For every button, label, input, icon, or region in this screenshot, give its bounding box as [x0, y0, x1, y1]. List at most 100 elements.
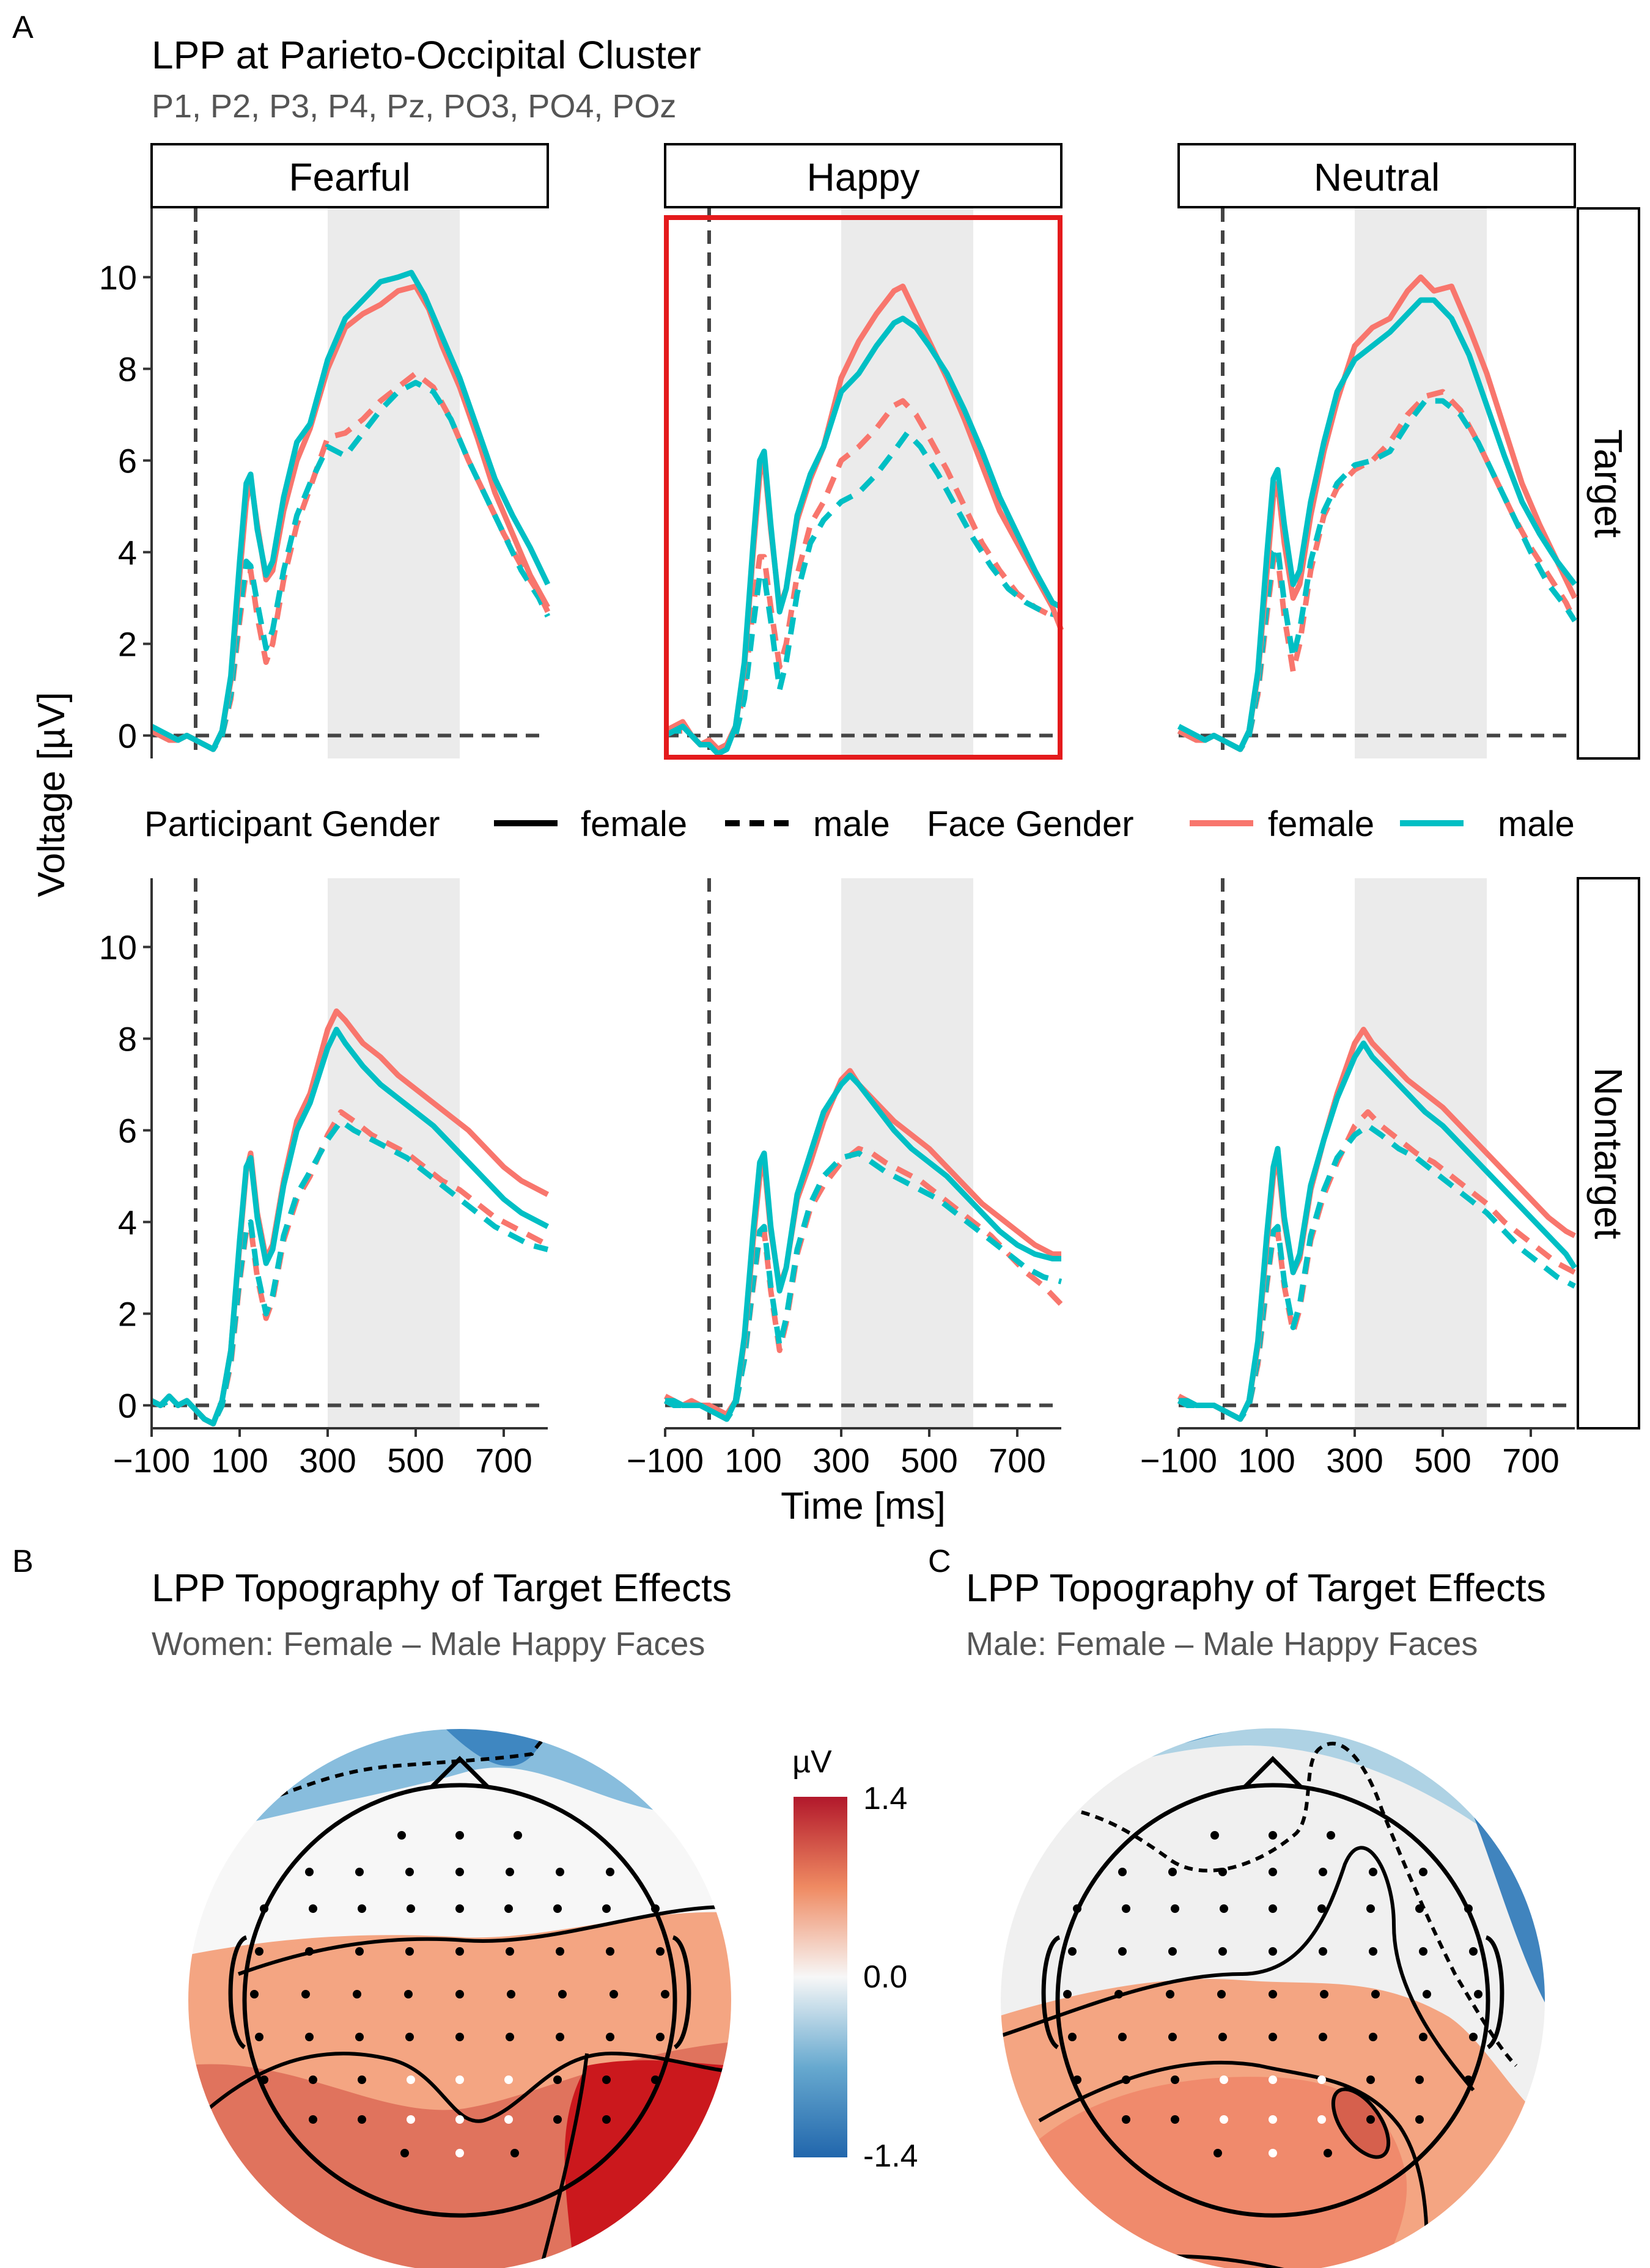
y-tick-label-nontarget-fearful-1: 2 [118, 1295, 137, 1334]
men-electrode-58 [1269, 2115, 1277, 2124]
men-electrode-9 [1419, 1868, 1427, 1876]
panel-target-happy [663, 208, 1064, 760]
men-electrode-3 [1118, 1868, 1127, 1876]
men-electrode-34 [1371, 1990, 1380, 1998]
y-tick-label-nontarget-fearful-3: 6 [118, 1112, 137, 1150]
men-electrode-22 [1218, 1947, 1227, 1956]
men-electrode-37 [1068, 2033, 1077, 2041]
men-electrode-23 [1269, 1947, 1277, 1956]
women-electrode-30 [353, 1990, 361, 1998]
men-electrode-30 [1166, 1990, 1174, 1998]
men-electrode-15 [1317, 1904, 1326, 1913]
women-electrode-56 [358, 2115, 366, 2124]
strip-neutral-label: Neutral [1314, 155, 1440, 199]
men-electrode-19 [1068, 1947, 1077, 1956]
strip-happy [664, 143, 1063, 208]
panel-label-b: B [12, 1544, 34, 1579]
men-electrode-41 [1269, 2033, 1277, 2041]
men-electrode-62 [1214, 2149, 1222, 2157]
women-electrode-55 [309, 2115, 317, 2124]
x-tick-label-nontarget-neutral-3: 500 [1414, 1441, 1471, 1480]
topomap-women [187, 1728, 732, 2268]
men-electrode-42 [1319, 2033, 1327, 2041]
strip-fearful [150, 143, 549, 208]
legend-face-male: male [1498, 804, 1575, 844]
panel-target-fearful: 0 2 4 6 8 10 [99, 208, 551, 758]
men-electrode-25 [1369, 1947, 1377, 1956]
men-electrode-35 [1423, 1990, 1431, 1998]
women-electrode-15 [504, 1904, 513, 1913]
women-electrode-32 [455, 1990, 464, 1998]
men-electrode-31 [1217, 1990, 1226, 1998]
x-axis-title: Time [ms] [781, 1485, 946, 1527]
men-electrode-46 [1073, 2075, 1081, 2084]
men-electrode-1 [1269, 1831, 1277, 1840]
men-electrode-17 [1415, 1904, 1424, 1913]
shaded-window-target-fearful [328, 208, 460, 758]
women-electrode-7 [506, 1868, 514, 1876]
panel-a-subtitle: P1, P2, P3, P4, Pz, PO3, PO4, POz [152, 88, 676, 125]
men-electrode-11 [1122, 1904, 1130, 1913]
y-tick-label-target-fearful-1: 2 [118, 625, 137, 664]
men-electrode-53 [1415, 2075, 1424, 2084]
x-tick-label-nontarget-fearful-4: 700 [475, 1441, 532, 1480]
legend-participant-female: female [581, 804, 687, 844]
strip-fearful-label: Fearful [289, 155, 410, 199]
series-fm-nontarget-fearful [150, 1027, 550, 1426]
panel-a-title: LPP at Parieto-Occipital Cluster [152, 33, 701, 77]
women-electrode-44 [606, 2033, 614, 2041]
women-electrode-6 [455, 1868, 464, 1876]
women-electrode-63 [455, 2149, 464, 2157]
men-electrode-29 [1114, 1990, 1123, 1998]
y-axis-title: Voltage [µV] [31, 692, 73, 897]
women-electrode-35 [610, 1990, 618, 1998]
y-tick-label-nontarget-fearful-5: 10 [99, 928, 137, 967]
men-electrode-13 [1220, 1904, 1228, 1913]
women-electrode-40 [405, 2033, 414, 2041]
men-electrode-2 [1327, 1831, 1335, 1840]
men-electrode-10 [1073, 1904, 1081, 1913]
women-electrode-51 [504, 2075, 513, 2084]
men-electrode-61 [1415, 2115, 1424, 2124]
series-mm-nontarget-neutral [1177, 1123, 1577, 1422]
colorbar-max: 1.4 [863, 1781, 907, 1816]
women-electrode-38 [305, 2033, 314, 2041]
men-electrode-27 [1469, 1947, 1478, 1956]
series-mf-target-neutral [1177, 389, 1578, 752]
women-electrode-36 [661, 1990, 669, 1998]
women-electrode-33 [507, 1990, 515, 1998]
shaded-window-target-neutral [1355, 208, 1487, 758]
men-electrode-56 [1171, 2115, 1179, 2124]
x-tick-label-nontarget-happy-1: 100 [724, 1441, 781, 1480]
men-electrode-18 [1464, 1904, 1473, 1913]
men-electrode-40 [1218, 2033, 1227, 2041]
women-electrode-23 [455, 1947, 464, 1956]
women-electrode-31 [404, 1990, 413, 1998]
men-electrode-4 [1168, 1868, 1177, 1876]
panel-nontarget-neutral: −100 100 300 500 700 [1140, 878, 1577, 1480]
women-electrode-3 [305, 1868, 314, 1876]
series-mm-target-neutral [1177, 398, 1577, 752]
women-electrode-0 [397, 1831, 406, 1840]
women-electrode-25 [556, 1947, 564, 1956]
legend-participant-title: Participant Gender [144, 804, 440, 844]
colorbar-gradient [794, 1797, 847, 2157]
women-electrode-20 [305, 1947, 314, 1956]
y-tick-label-target-fearful-4: 8 [118, 350, 137, 389]
panel-b-subtitle: Women: Female – Male Happy Faces [152, 1626, 705, 1662]
women-electrode-49 [407, 2075, 415, 2084]
series-fm-target-fearful [150, 270, 551, 752]
series-mm-target-fearful [150, 380, 551, 752]
panel-nontarget-fearful: 0 2 4 6 8 10 −100 100 300 500 700 [99, 878, 550, 1480]
men-electrode-59 [1317, 2115, 1326, 2124]
women-electrode-1 [455, 1831, 464, 1840]
women-electrode-62 [400, 2149, 409, 2157]
men-electrode-14 [1269, 1904, 1277, 1913]
men-electrode-47 [1122, 2075, 1130, 2084]
men-electrode-0 [1210, 1831, 1219, 1840]
men-electrode-55 [1122, 2115, 1130, 2124]
men-electrode-21 [1168, 1947, 1177, 1956]
men-electrode-7 [1319, 1868, 1327, 1876]
women-electrode-8 [556, 1868, 564, 1876]
